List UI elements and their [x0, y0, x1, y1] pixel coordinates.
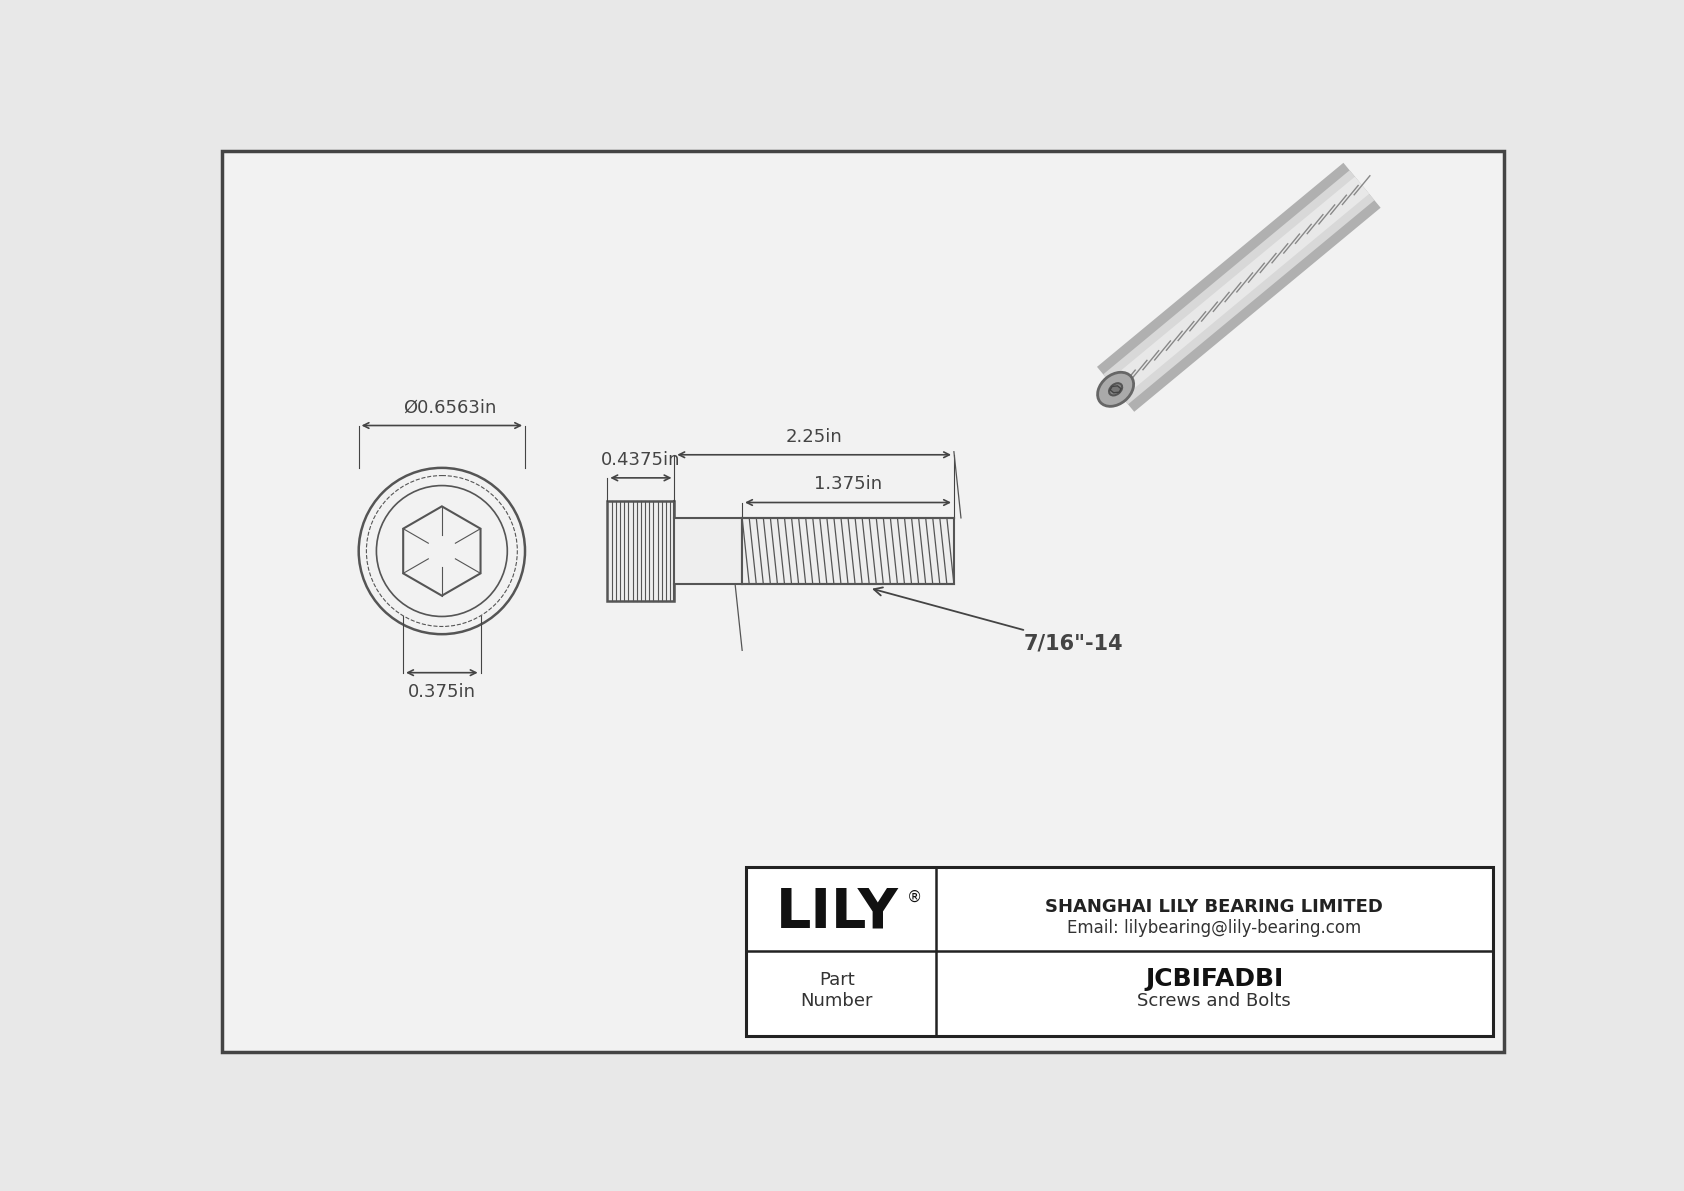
Bar — [743, 518, 953, 584]
Text: Part
Number: Part Number — [800, 971, 872, 1010]
Text: LILY: LILY — [775, 885, 898, 940]
Ellipse shape — [1110, 384, 1122, 395]
Bar — [746, 867, 1494, 1036]
Bar — [674, 518, 743, 584]
Text: 1.375in: 1.375in — [813, 475, 882, 493]
Text: Screws and Bolts: Screws and Bolts — [1137, 992, 1292, 1010]
Text: Email: lilybearing@lily-bearing.com: Email: lilybearing@lily-bearing.com — [1068, 918, 1361, 936]
Polygon shape — [1110, 386, 1122, 393]
Text: JCBIFADBI: JCBIFADBI — [1145, 967, 1283, 991]
Text: ®: ® — [908, 890, 923, 905]
Text: 2.25in: 2.25in — [786, 428, 842, 445]
Text: 7/16"-14: 7/16"-14 — [874, 587, 1123, 654]
Bar — [608, 501, 674, 601]
Ellipse shape — [1098, 373, 1133, 406]
Text: 0.375in: 0.375in — [408, 684, 477, 701]
Text: SHANGHAI LILY BEARING LIMITED: SHANGHAI LILY BEARING LIMITED — [1046, 898, 1383, 916]
Text: 0.4375in: 0.4375in — [601, 450, 680, 468]
Text: Ø0.6563in: Ø0.6563in — [402, 398, 497, 417]
